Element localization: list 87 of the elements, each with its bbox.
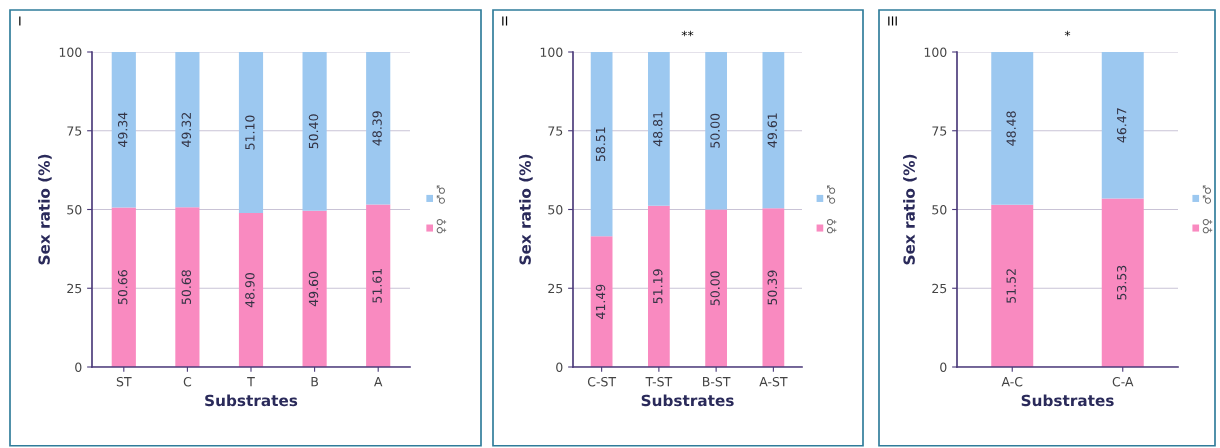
y-tick-label: 100	[59, 47, 82, 57]
data-label: 50.00	[710, 113, 720, 148]
data-label: 48.39	[372, 111, 382, 146]
bar	[111, 52, 136, 208]
text: II	[502, 16, 508, 26]
bar	[762, 208, 785, 367]
y-tick-label: 75	[67, 126, 82, 136]
data-label: 50.66	[117, 270, 128, 305]
data-label: 50.40	[308, 114, 319, 149]
bar	[762, 52, 785, 209]
y-axis-title: Sex ratio (%)	[903, 154, 917, 265]
data-label: 46.47	[1116, 108, 1127, 143]
legend-label: ♂♂	[1202, 185, 1212, 204]
text: **	[681, 30, 694, 37]
bar	[648, 205, 670, 367]
data-label: 53.53	[1116, 265, 1127, 300]
bar	[366, 204, 391, 367]
bar	[1101, 52, 1144, 199]
legend-label: ♀♀	[826, 218, 837, 234]
data-label: 48.81	[653, 112, 663, 147]
x-tick-label: A-C	[1001, 376, 1023, 387]
text: III	[888, 16, 897, 26]
legend-label: ♂♂	[436, 185, 445, 204]
x-tick-label: B	[311, 377, 318, 387]
x-tick-label: ST	[116, 376, 132, 387]
y-axis-title: Sex ratio (%)	[519, 154, 533, 265]
data-label: 49.34	[117, 112, 128, 147]
data-label: 51.10	[245, 115, 255, 150]
bar	[175, 52, 200, 208]
legend-label: ♂♂	[827, 185, 836, 204]
x-tick-label: A	[374, 377, 383, 387]
bar	[175, 207, 200, 367]
bar	[590, 52, 613, 237]
x-axis-title: Substrates	[205, 394, 298, 407]
y-tick-label: 50	[548, 204, 563, 215]
legend-label: ♀♀	[436, 218, 447, 234]
data-label: 49.32	[181, 113, 192, 147]
x-tick-label: B-ST	[703, 376, 731, 387]
bar	[991, 204, 1034, 367]
y-tick-label: 75	[548, 126, 563, 136]
text: I	[19, 16, 21, 26]
y-tick-label: 25	[932, 283, 947, 294]
y-tick-label: 50	[932, 204, 947, 215]
x-tick-label: C-A	[1112, 376, 1134, 387]
bar	[238, 212, 264, 367]
data-label: 41.49	[595, 284, 606, 319]
y-axis-title: Sex ratio (%)	[38, 154, 52, 265]
y-tick-label: 0	[940, 362, 947, 372]
bar	[302, 210, 327, 367]
data-label: 49.60	[308, 271, 319, 307]
x-tick-label: C-ST	[587, 376, 617, 387]
y-tick-label: 25	[548, 283, 563, 294]
data-label: 51.61	[372, 268, 382, 303]
bar	[238, 52, 264, 213]
text: *	[1064, 30, 1071, 37]
bar	[705, 209, 727, 367]
x-tick-label: A-ST	[759, 376, 788, 387]
x-tick-label: T-ST	[645, 376, 673, 387]
data-label: 50.00	[710, 271, 720, 306]
legend-label: ♀♀	[1202, 218, 1213, 234]
bar	[302, 52, 327, 211]
y-tick-label: 75	[932, 126, 947, 136]
y-tick-label: 100	[540, 47, 563, 57]
bar	[991, 52, 1034, 205]
x-axis-title: Substrates	[641, 394, 734, 407]
x-tick-label: C	[183, 376, 192, 387]
data-label: 48.90	[245, 272, 255, 308]
x-axis-title: Substrates	[1021, 394, 1114, 407]
data-label: 50.68	[181, 270, 192, 305]
data-label: 50.39	[767, 270, 777, 305]
bar	[1101, 198, 1144, 367]
y-tick-label: 50	[67, 204, 82, 215]
data-label: 51.19	[653, 269, 663, 304]
bar	[111, 207, 136, 367]
y-tick-label: 100	[924, 47, 947, 57]
bar	[590, 236, 613, 367]
data-label: 51.52	[1006, 269, 1016, 303]
data-label: 49.61	[767, 113, 777, 148]
data-label: 48.48	[1006, 111, 1016, 146]
y-tick-label: 0	[556, 362, 563, 372]
x-tick-label: T	[247, 377, 255, 387]
y-tick-label: 0	[75, 362, 82, 372]
data-label: 58.51	[595, 127, 606, 162]
y-tick-label: 25	[67, 283, 82, 294]
bar	[648, 52, 670, 206]
bar	[705, 52, 727, 210]
bar	[366, 52, 391, 205]
